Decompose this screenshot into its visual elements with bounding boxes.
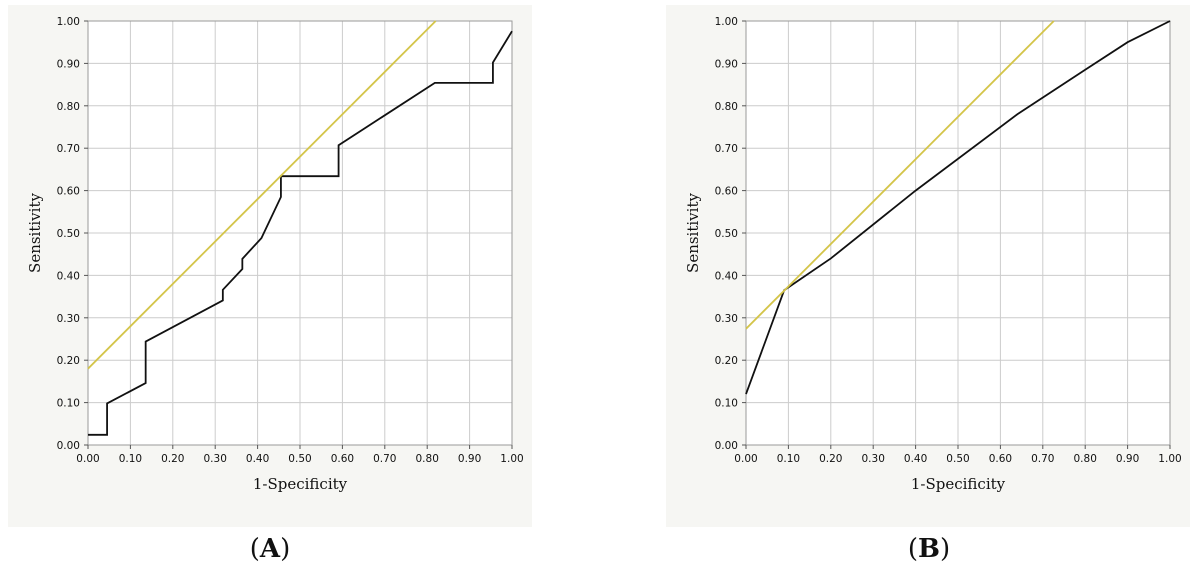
x-tick-label: 0.20 (161, 453, 184, 465)
y-tick-label: 0.90 (715, 58, 738, 70)
x-tick-label: 0.60 (331, 453, 354, 465)
x-tick-label: 0.30 (862, 453, 885, 465)
x-tick-label: 1.00 (500, 453, 523, 465)
roc-curve (88, 30, 513, 436)
x-tick-label: 0.80 (1074, 453, 1097, 465)
x-tick-label: 0.90 (458, 453, 481, 465)
y-tick-label: 0.70 (57, 143, 80, 155)
x-axis-label: 1-Specificity (911, 475, 1006, 493)
x-tick-label: 0.80 (416, 453, 439, 465)
y-axis-label: Sensitivity (26, 193, 44, 273)
y-tick-label: 0.10 (57, 398, 80, 410)
x-tick-label: 0.70 (1031, 453, 1054, 465)
y-tick-label: 0.40 (715, 270, 738, 282)
x-tick-label: 1.00 (1158, 453, 1181, 465)
x-tick-label: 0.20 (819, 453, 842, 465)
x-tick-label: 0.60 (989, 453, 1012, 465)
y-tick-label: 0.50 (57, 228, 80, 240)
x-tick-label: 0.40 (904, 453, 927, 465)
y-tick-label: 0.00 (57, 440, 80, 452)
y-axis-label: Sensitivity (684, 193, 702, 273)
roc-curve (745, 20, 1171, 395)
panel-label-a: (A) (249, 534, 291, 564)
x-tick-label: 0.70 (373, 453, 396, 465)
panel-label-b: (B) (907, 534, 951, 564)
y-tick-label: 0.60 (715, 186, 738, 198)
x-tick-label: 0.50 (288, 453, 311, 465)
y-tick-label: 0.10 (715, 398, 738, 410)
x-tick-label: 0.10 (777, 453, 800, 465)
x-tick-label: 0.00 (76, 453, 99, 465)
x-tick-label: 0.10 (119, 453, 142, 465)
y-tick-label: 0.60 (57, 186, 80, 198)
y-tick-label: 0.40 (57, 270, 80, 282)
roc-chart-a: 0.00 0.10 0.20 0.30 0.40 0.50 0.60 0.70 0.80 0.90… (26, 16, 524, 493)
x-tick-label: 0.30 (204, 453, 227, 465)
y-tick-label: 0.50 (715, 228, 738, 240)
y-tick-label: 1.00 (715, 16, 738, 28)
y-tick-label: 0.30 (57, 313, 80, 325)
y-tick-label: 1.00 (57, 16, 80, 28)
x-tick-label: 0.00 (734, 453, 757, 465)
roc-chart-b: 0.00 0.10 0.20 0.30 0.40 0.50 0.60 0.70 0.80 0.90… (684, 16, 1182, 493)
x-tick-label: 0.50 (946, 453, 969, 465)
x-tick-label: 0.40 (246, 453, 269, 465)
x-axis-label: 1-Specificity (253, 475, 348, 493)
y-tick-label: 0.20 (715, 355, 738, 367)
y-tick-label: 0.20 (57, 355, 80, 367)
y-tick-label: 0.80 (57, 101, 80, 113)
reference-line (745, 20, 1055, 330)
y-tick-label: 0.70 (715, 143, 738, 155)
y-tick-label: 0.90 (57, 58, 80, 70)
y-tick-label: 0.80 (715, 101, 738, 113)
x-tick-label: 0.90 (1116, 453, 1139, 465)
chart-panel-a: 0.00 0.10 0.20 0.30 0.40 0.50 0.60 0.70 0.80 0.90… (8, 5, 532, 527)
reference-line (87, 20, 437, 370)
y-tick-label: 0.30 (715, 313, 738, 325)
chart-panel-b: 0.00 0.10 0.20 0.30 0.40 0.50 0.60 0.70 0.80 0.90… (666, 5, 1190, 527)
y-tick-label: 0.00 (715, 440, 738, 452)
